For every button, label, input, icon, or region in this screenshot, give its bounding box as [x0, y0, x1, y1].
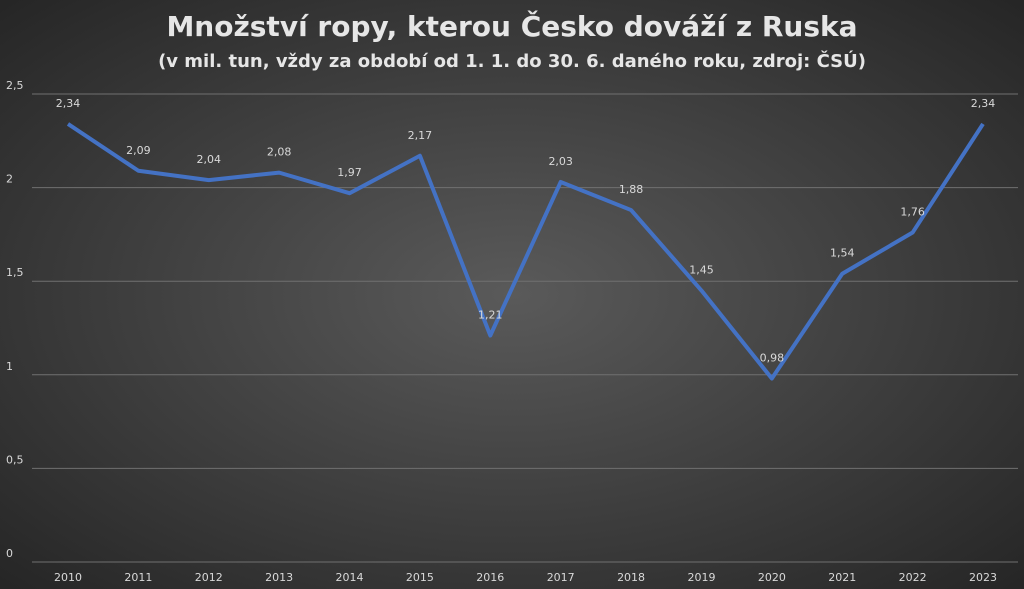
data-label: 1,76 — [900, 206, 925, 219]
x-tick-label: 2019 — [687, 571, 715, 584]
x-tick-label: 2016 — [476, 571, 504, 584]
y-tick-label: 1 — [6, 360, 13, 373]
x-tick-label: 2017 — [547, 571, 575, 584]
x-tick-label: 2014 — [336, 571, 364, 584]
data-label: 2,04 — [197, 153, 222, 166]
x-tick-label: 2010 — [54, 571, 82, 584]
x-tick-label: 2020 — [758, 571, 786, 584]
y-tick-label: 0 — [6, 547, 13, 560]
data-label: 1,97 — [337, 166, 362, 179]
data-label: 2,09 — [126, 144, 151, 157]
y-tick-label: 2 — [6, 173, 13, 186]
data-label: 1,54 — [830, 247, 855, 260]
chart-subtitle: (v mil. tun, vždy za období od 1. 1. do … — [158, 50, 866, 72]
x-tick-label: 2013 — [265, 571, 293, 584]
data-label: 1,45 — [689, 264, 714, 277]
data-label: 2,03 — [548, 155, 573, 168]
data-label: 1,21 — [478, 308, 503, 321]
data-label: 2,17 — [408, 129, 433, 142]
x-tick-label: 2012 — [195, 571, 223, 584]
data-line — [66, 122, 985, 381]
y-tick-label: 1,5 — [6, 266, 24, 279]
data-label: 0,98 — [760, 352, 785, 365]
x-tick-label: 2018 — [617, 571, 645, 584]
x-tick-label: 2023 — [969, 571, 997, 584]
x-tick-label: 2015 — [406, 571, 434, 584]
data-label: 2,34 — [971, 97, 996, 110]
data-label: 2,08 — [267, 146, 292, 159]
data-label: 2,34 — [56, 97, 81, 110]
x-tick-label: 2021 — [828, 571, 856, 584]
data-label: 1,88 — [619, 183, 644, 196]
y-tick-label: 2,5 — [6, 79, 24, 92]
chart-title: Množství ropy, kterou Česko dováží z Rus… — [166, 9, 857, 43]
x-tick-label: 2011 — [124, 571, 152, 584]
y-tick-label: 0,5 — [6, 453, 24, 466]
x-tick-label: 2022 — [899, 571, 927, 584]
